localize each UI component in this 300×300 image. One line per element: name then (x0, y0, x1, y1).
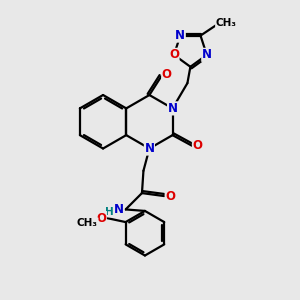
Text: N: N (202, 48, 212, 62)
Text: CH₃: CH₃ (216, 18, 237, 28)
Text: CH₃: CH₃ (77, 218, 98, 228)
Text: H: H (105, 207, 114, 217)
Text: N: N (168, 102, 178, 115)
Text: O: O (96, 212, 106, 224)
Text: N: N (144, 142, 154, 155)
Text: O: O (169, 48, 179, 62)
Text: O: O (165, 190, 175, 202)
Text: N: N (114, 203, 124, 216)
Text: O: O (193, 139, 202, 152)
Text: N: N (175, 29, 185, 42)
Text: O: O (162, 68, 172, 81)
